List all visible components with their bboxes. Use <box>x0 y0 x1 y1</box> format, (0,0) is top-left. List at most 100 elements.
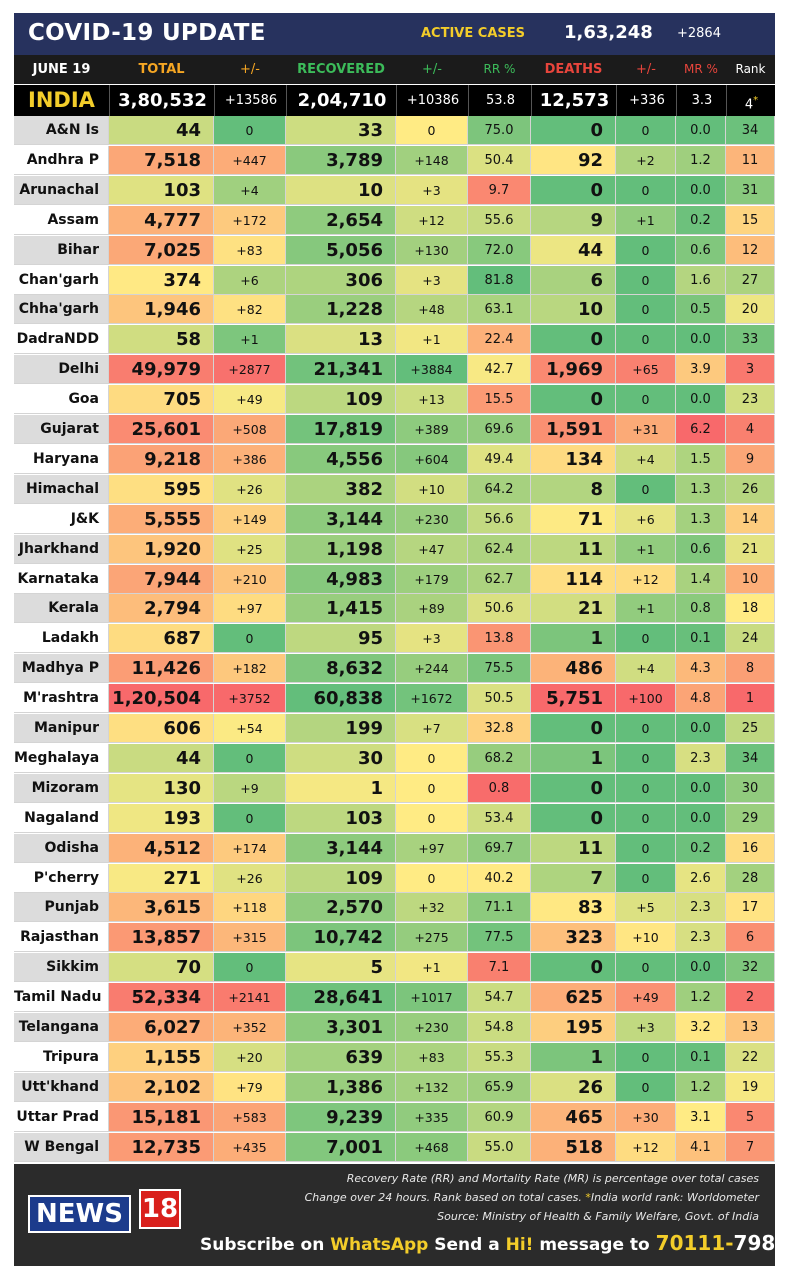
table-row: Assam 4,777 +172 2,654 +12 55.6 9 +1 0.2 15 <box>14 205 775 235</box>
india-deaths-change: +336 <box>616 85 677 116</box>
recovered-cell: 5,056 <box>286 235 396 265</box>
deaths-cell: 0 <box>531 325 616 355</box>
rank-cell: 26 <box>726 474 775 504</box>
mr-cell: 2.3 <box>676 743 726 773</box>
mr-cell: 3.2 <box>676 1013 726 1042</box>
total-cell: 13,857 <box>109 923 214 953</box>
rank-cell: 20 <box>726 295 775 325</box>
rr-cell: 55.6 <box>468 205 531 235</box>
india-rank: 4* <box>726 85 776 116</box>
deaths-cell: 5,751 <box>531 684 616 714</box>
india-deaths: 12,573 <box>531 85 617 116</box>
table-row: Odisha 4,512 +174 3,144 +97 69.7 11 0 0.2 16 <box>14 833 775 863</box>
recovered-cell: 639 <box>286 1042 396 1072</box>
state-name: Nagaland <box>14 803 109 833</box>
recovered-change-cell: +468 <box>396 1132 468 1162</box>
rank-cell: 19 <box>726 1072 775 1102</box>
deaths-change-cell: 0 <box>616 385 676 415</box>
state-name: Andhra P <box>14 145 109 175</box>
table-row: Rajasthan 13,857 +315 10,742 +275 77.5 323 +10 2… <box>14 923 775 953</box>
rr-cell: 65.9 <box>468 1072 531 1102</box>
deaths-change-cell: 0 <box>616 474 676 504</box>
deaths-change-cell: 0 <box>616 624 676 654</box>
deaths-cell: 518 <box>531 1132 616 1162</box>
header-bar: COVID-19 UPDATE ACTIVE CASES 1,63,248 +2… <box>14 13 775 55</box>
total-cell: 374 <box>109 265 214 295</box>
total-change-cell: +447 <box>214 145 286 175</box>
deaths-cell: 1,969 <box>531 355 616 385</box>
rank-cell: 27 <box>726 265 775 295</box>
rank-cell: 29 <box>726 803 775 833</box>
deaths-change-cell: +49 <box>616 983 676 1013</box>
footnote-source: Source: Ministry of Health & Family Welf… <box>437 1210 759 1223</box>
total-change-cell: +118 <box>214 893 286 923</box>
table-row: Chha'garh 1,946 +82 1,228 +48 63.1 10 0 0.5 20 <box>14 295 775 325</box>
recovered-change-cell: +275 <box>396 923 468 953</box>
rr-cell: 15.5 <box>468 385 531 415</box>
recovered-change-cell: +3 <box>396 624 468 654</box>
recovered-change-cell: +3 <box>396 175 468 205</box>
total-cell: 9,218 <box>109 444 214 474</box>
recovered-cell: 4,556 <box>286 444 396 474</box>
deaths-change-cell: +1 <box>616 205 676 235</box>
recovered-cell: 3,144 <box>286 833 396 863</box>
deaths-cell: 11 <box>531 833 616 863</box>
deaths-change-cell: 0 <box>616 803 676 833</box>
recovered-change-cell: +13 <box>396 385 468 415</box>
rr-cell: 64.2 <box>468 474 531 504</box>
recovered-change-cell: +47 <box>396 534 468 564</box>
total-change-cell: +49 <box>214 385 286 415</box>
table-row: Himachal 595 +26 382 +10 64.2 8 0 1.3 26 <box>14 474 775 504</box>
state-name: Meghalaya <box>14 743 109 773</box>
total-cell: 687 <box>109 624 214 654</box>
rank-cell: 5 <box>726 1102 775 1132</box>
recovered-cell: 10,742 <box>286 923 396 953</box>
recovered-change-cell: +1 <box>396 325 468 355</box>
state-name: Sikkim <box>14 953 109 983</box>
rank-cell: 30 <box>726 773 775 803</box>
recovered-change-cell: +89 <box>396 594 468 624</box>
mr-cell: 4.3 <box>676 654 726 684</box>
rr-cell: 54.8 <box>468 1013 531 1042</box>
recovered-cell: 3,144 <box>286 504 396 534</box>
rr-cell: 42.7 <box>468 355 531 385</box>
deaths-change-cell: 0 <box>616 863 676 893</box>
deaths-cell: 26 <box>531 1072 616 1102</box>
state-name: Haryana <box>14 444 109 474</box>
total-change-cell: +82 <box>214 295 286 325</box>
deaths-cell: 44 <box>531 235 616 265</box>
deaths-change-cell: 0 <box>616 714 676 743</box>
recovered-change-cell: +48 <box>396 295 468 325</box>
table-row: Tripura 1,155 +20 639 +83 55.3 1 0 0.1 22 <box>14 1042 775 1072</box>
table-row: Manipur 606 +54 199 +7 32.8 0 0 0.0 25 <box>14 714 775 743</box>
deaths-change-cell: 0 <box>616 1042 676 1072</box>
table-row: Gujarat 25,601 +508 17,819 +389 69.6 1,591 +31 6… <box>14 415 775 444</box>
table-row: Sikkim 70 0 5 +1 7.1 0 0 0.0 32 <box>14 953 775 983</box>
recovered-cell: 8,632 <box>286 654 396 684</box>
footnote-change-text: Change over 24 hours. Rank based on tota… <box>304 1191 582 1204</box>
recovered-change-cell: +230 <box>396 504 468 534</box>
total-cell: 4,512 <box>109 833 214 863</box>
mr-cell: 0.0 <box>676 714 726 743</box>
rank-cell: 33 <box>726 325 775 355</box>
state-name: Himachal <box>14 474 109 504</box>
total-change-cell: +6 <box>214 265 286 295</box>
deaths-cell: 323 <box>531 923 616 953</box>
recovered-change-cell: +604 <box>396 444 468 474</box>
total-change-cell: +149 <box>214 504 286 534</box>
recovered-cell: 28,641 <box>286 983 396 1013</box>
recovered-change-header: +/- <box>422 62 442 77</box>
rank-header: Rank <box>735 62 766 76</box>
total-cell: 2,794 <box>109 594 214 624</box>
whatsapp-word: WhatsApp <box>330 1235 429 1255</box>
state-name: Karnataka <box>14 564 109 594</box>
rr-cell: 69.6 <box>468 415 531 444</box>
column-header-row: JUNE 19 TOTAL +/- RECOVERED +/- RR % DEA… <box>14 55 775 84</box>
state-name: Rajasthan <box>14 923 109 953</box>
recovered-cell: 3,301 <box>286 1013 396 1042</box>
state-name: P'cherry <box>14 863 109 893</box>
rr-header: RR % <box>483 62 516 76</box>
mr-cell: 4.8 <box>676 684 726 714</box>
rr-cell: 50.5 <box>468 684 531 714</box>
recovered-cell: 2,654 <box>286 205 396 235</box>
